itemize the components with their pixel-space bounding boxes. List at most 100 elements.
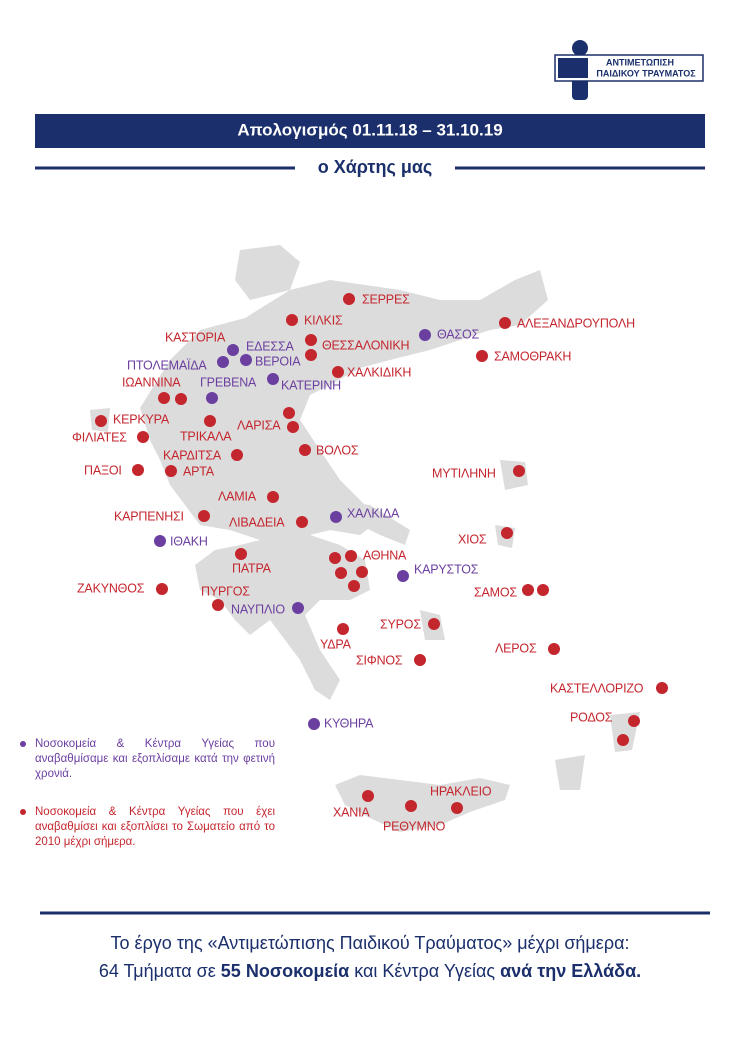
greece-outline [90, 245, 640, 832]
logo: ΑΝΤΙΜΕΤΩΠΙΣΗ ΠΑΙΔΙΚΟΥ ΤΡΑΥΜΑΤΟΣ [554, 40, 704, 100]
footer-line: 64 Τμήματα σε 55 Νοσοκομεία και Κέντρα Υ… [0, 961, 740, 982]
place-label: ΛΙΒΑΔΕΙΑ [229, 515, 285, 529]
place-dot [206, 392, 218, 404]
header-subtitle: ο Χάρτης μας [318, 157, 433, 177]
place-label: ΧΙΟΣ [458, 532, 487, 546]
place-dot [451, 802, 463, 814]
place-dot [356, 566, 368, 578]
place-dot [537, 584, 549, 596]
place-dot [227, 344, 239, 356]
place-label: ΚΑΤΕΡΙΝΗ [281, 378, 341, 392]
place-label: ΤΡΙΚΑΛΑ [180, 429, 232, 443]
place-label: ΒΕΡΟΙΑ [255, 354, 301, 368]
place-label: ΚΑΡΥΣΤΟΣ [414, 562, 479, 576]
place-dot [154, 535, 166, 547]
place-label: ΛΑΡΙΣΑ [237, 418, 281, 432]
place-dot [137, 431, 149, 443]
place-dot [198, 510, 210, 522]
place-dot [330, 511, 342, 523]
place-dot [158, 392, 170, 404]
place-label: ΚΕΡΚΥΡΑ [113, 412, 170, 426]
place-label: ΑΡΤΑ [183, 464, 215, 478]
place-dot [267, 373, 279, 385]
place-label: ΣΥΡΟΣ [380, 617, 421, 631]
legend-text: Νοσοκομεία & Κέντρα Υγείας που έχει αναβ… [35, 806, 275, 848]
legend-dot [20, 809, 26, 815]
footer-text: 55 Νοσοκομεία [220, 961, 350, 981]
place-dot [548, 643, 560, 655]
place-dot [329, 552, 341, 564]
place-label: ΗΡΑΚΛΕΙΟ [430, 784, 492, 798]
footer-text: 64 Τμήματα σε [98, 961, 221, 981]
place-dot [397, 570, 409, 582]
place-dot [212, 599, 224, 611]
place-label: ΧΑΛΚΙΔΑ [347, 506, 400, 520]
place-dot [332, 366, 344, 378]
place-label: ΓΡΕΒΕΝΑ [200, 375, 257, 389]
place-dot [362, 790, 374, 802]
place-label: ΠΤΟΛΕΜΑΪΔΑ [127, 358, 207, 372]
place-dot [335, 567, 347, 579]
place-label: ΚΙΛΚΙΣ [304, 313, 343, 327]
place-label: ΑΛΕΞΑΝΔΡΟΥΠΟΛΗ [517, 316, 635, 330]
place-label: ΧΑΝΙΑ [333, 805, 370, 819]
place-dot [217, 356, 229, 368]
place-label: ΘΑΣΟΣ [437, 327, 479, 341]
place-label: ΖΑΚΥΝΘΟΣ [77, 581, 145, 595]
place-dot [343, 293, 355, 305]
place-dot [428, 618, 440, 630]
place-label: ΕΔΕΣΣΑ [246, 339, 294, 353]
place-dot [337, 623, 349, 635]
place-label: ΚΥΘΗΡΑ [324, 716, 374, 730]
place-label: ΜΥΤΙΛΗΝΗ [432, 466, 496, 480]
place-dot [656, 682, 668, 694]
place-dot [405, 800, 417, 812]
place-dot [165, 465, 177, 477]
place-label: ΑΘΗΝΑ [363, 548, 407, 562]
place-dot [296, 516, 308, 528]
place-label: ΚΑΣΤΟΡΙΑ [165, 330, 226, 344]
place-label: ΙΘΑΚΗ [170, 534, 208, 548]
place-dot [156, 583, 168, 595]
place-label: ΒΟΛΟΣ [316, 443, 359, 457]
place-dot [305, 349, 317, 361]
place-dot [348, 580, 360, 592]
place-dot [419, 329, 431, 341]
place-label: ΝΑΥΠΛΙΟ [231, 602, 285, 616]
place-dot [522, 584, 534, 596]
place-label: ΙΩΑΝΝΙΝΑ [122, 375, 181, 389]
place-label: ΧΑΛΚΙΔΙΚΗ [347, 365, 411, 379]
place-label: ΦΙΛΙΑΤΕΣ [72, 430, 127, 444]
place-label: ΣΑΜΟΣ [474, 585, 517, 599]
place-label: ΘΕΣΣΑΛΟΝΙΚΗ [322, 338, 409, 352]
place-label: ΚΑΡΔΙΤΣΑ [163, 448, 222, 462]
place-label: ΚΑΡΠΕΝΗΣΙ [114, 509, 184, 523]
header-title: Απολογισμός 01.11.18 – 31.10.19 [237, 120, 502, 139]
place-dot [292, 602, 304, 614]
place-dot [476, 350, 488, 362]
place-dot [267, 491, 279, 503]
place-label: ΠΥΡΓΟΣ [201, 584, 250, 598]
place-dot [628, 715, 640, 727]
place-label: ΣΕΡΡΕΣ [362, 292, 410, 306]
logo-text: ΠΑΙΔΙΚΟΥ ΤΡΑΥΜΑΤΟΣ [596, 68, 696, 78]
place-dot [305, 334, 317, 346]
place-label: ΥΔΡΑ [320, 637, 352, 651]
header-bar [35, 114, 705, 148]
legend-text: Νοσοκομεία & Κέντρα Υγείας που αναβαθμίσ… [35, 738, 275, 780]
place-dot [501, 527, 513, 539]
place-dot [283, 407, 295, 419]
place-label: ΚΑΣΤΕΛΛΟΡΙΖΟ [550, 681, 644, 695]
place-dot [204, 415, 216, 427]
place-dot [132, 464, 144, 476]
place-label: ΡΕΘΥΜΝΟ [383, 819, 446, 833]
place-label: ΣΑΜΟΘΡΑΚΗ [494, 349, 571, 363]
place-dot [287, 421, 299, 433]
place-dot [95, 415, 107, 427]
place-dot [286, 314, 298, 326]
logo-text: ΑΝΤΙΜΕΤΩΠΙΣΗ [606, 57, 674, 67]
footer-line: Το έργο της «Αντιμετώπισης Παιδικού Τραύ… [110, 933, 630, 953]
place-label: ΠΑΤΡΑ [232, 561, 272, 575]
